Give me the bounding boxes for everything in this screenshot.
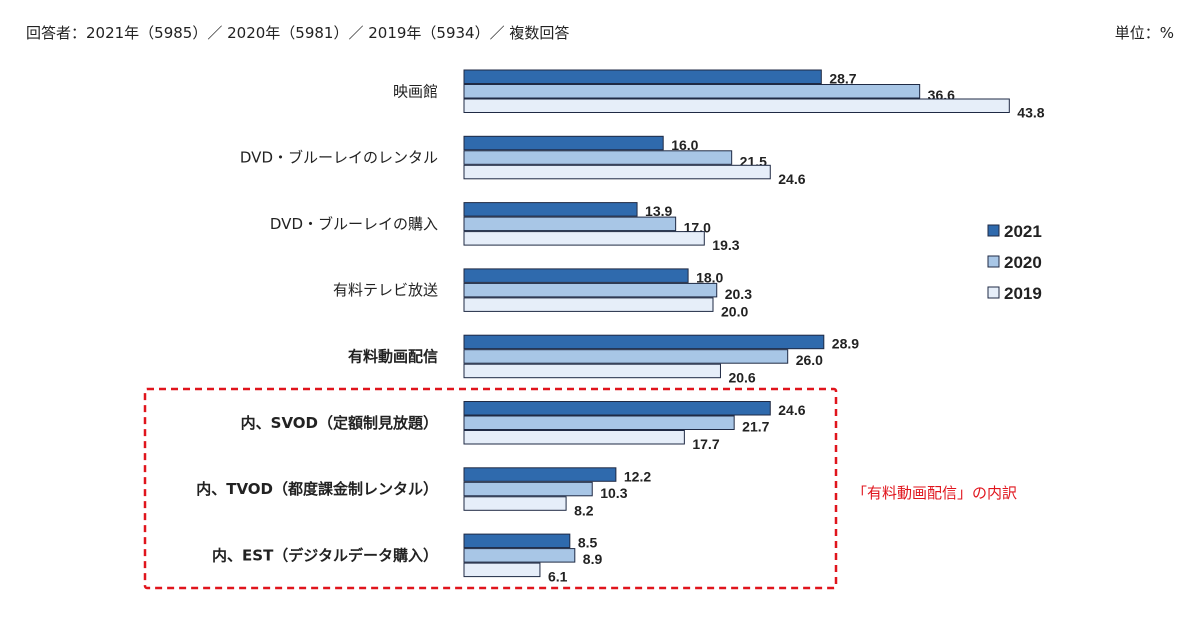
value-label-2021: 28.7 xyxy=(829,71,856,87)
value-label-2021: 24.6 xyxy=(778,402,805,418)
bar-2020 xyxy=(463,84,921,99)
category-label: DVD・ブルーレイの購入 xyxy=(270,215,438,233)
value-label-2019: 20.6 xyxy=(728,370,755,386)
value-label-2019: 6.1 xyxy=(548,569,568,585)
value-label-2021: 28.9 xyxy=(832,336,859,352)
legend-swatch-2020 xyxy=(987,255,1000,268)
category-label: 有料動画配信 xyxy=(348,347,438,365)
category-label: 内、TVOD（都度課金制レンタル） xyxy=(196,480,438,498)
bar-2019 xyxy=(463,98,1010,113)
bar-2019 xyxy=(463,164,771,180)
value-label-2019: 24.6 xyxy=(778,171,805,187)
bar-2020 xyxy=(463,216,677,232)
bar-2019 xyxy=(463,496,567,511)
legend-label-2020: 2020 xyxy=(1004,253,1042,272)
bar-2019 xyxy=(463,297,714,312)
legend-swatch-2019 xyxy=(987,286,1000,299)
bar-2019 xyxy=(463,231,705,246)
unit-label: 単位：% xyxy=(1114,24,1174,42)
category-label: 映画館 xyxy=(393,82,438,100)
bar-2021 xyxy=(463,467,617,482)
value-label-2019: 17.7 xyxy=(692,436,719,452)
value-label-2021: 12.2 xyxy=(624,468,651,484)
value-label-2020: 20.3 xyxy=(725,286,752,302)
bar-2021 xyxy=(463,401,771,416)
bar-2021 xyxy=(463,533,571,549)
value-label-2020: 10.3 xyxy=(600,485,627,501)
breakdown-highlight-box xyxy=(143,387,838,590)
bar-2021 xyxy=(463,268,689,283)
value-label-2019: 19.3 xyxy=(712,237,739,253)
bar-2021 xyxy=(463,334,825,350)
respondents-note: 回答者：2021年（5985）／ 2020年（5981）／ 2019年（5934… xyxy=(26,24,570,42)
bar-2020 xyxy=(463,150,733,165)
category-label: 内、SVOD（定額制見放題） xyxy=(241,414,438,432)
value-label-2020: 8.9 xyxy=(583,551,603,567)
value-label-2019: 8.2 xyxy=(574,502,594,518)
value-label-2021: 8.5 xyxy=(578,535,598,551)
bar-2021 xyxy=(463,202,638,217)
value-label-2021: 13.9 xyxy=(645,203,672,219)
value-label-2021: 16.0 xyxy=(671,137,698,153)
bar-2020 xyxy=(463,415,735,430)
legend-label-2019: 2019 xyxy=(1004,284,1042,303)
bar-2019 xyxy=(463,430,685,445)
value-label-2019: 20.0 xyxy=(721,303,748,319)
legend-label-2021: 2021 xyxy=(1004,222,1042,241)
bar-2019 xyxy=(463,363,721,379)
bar-2020 xyxy=(463,481,593,497)
category-label: 有料テレビ放送 xyxy=(333,281,438,299)
bar-2019 xyxy=(463,562,541,578)
value-label-2020: 21.7 xyxy=(742,419,769,435)
category-label: DVD・ブルーレイのレンタル xyxy=(240,149,438,167)
bar-2020 xyxy=(463,349,789,364)
category-label: 内、EST（デジタルデータ購入） xyxy=(212,546,438,564)
value-label-2020: 26.0 xyxy=(796,352,823,368)
breakdown-annotation: 「有料動画配信」の内訳 xyxy=(852,484,1017,502)
bar-2020 xyxy=(463,282,718,298)
legend-swatch-2021 xyxy=(987,224,1000,237)
bar-2021 xyxy=(463,69,822,84)
value-label-2021: 18.0 xyxy=(696,269,723,285)
bar-2020 xyxy=(463,548,576,563)
value-label-2019: 43.8 xyxy=(1017,105,1044,121)
bar-2021 xyxy=(463,135,664,151)
